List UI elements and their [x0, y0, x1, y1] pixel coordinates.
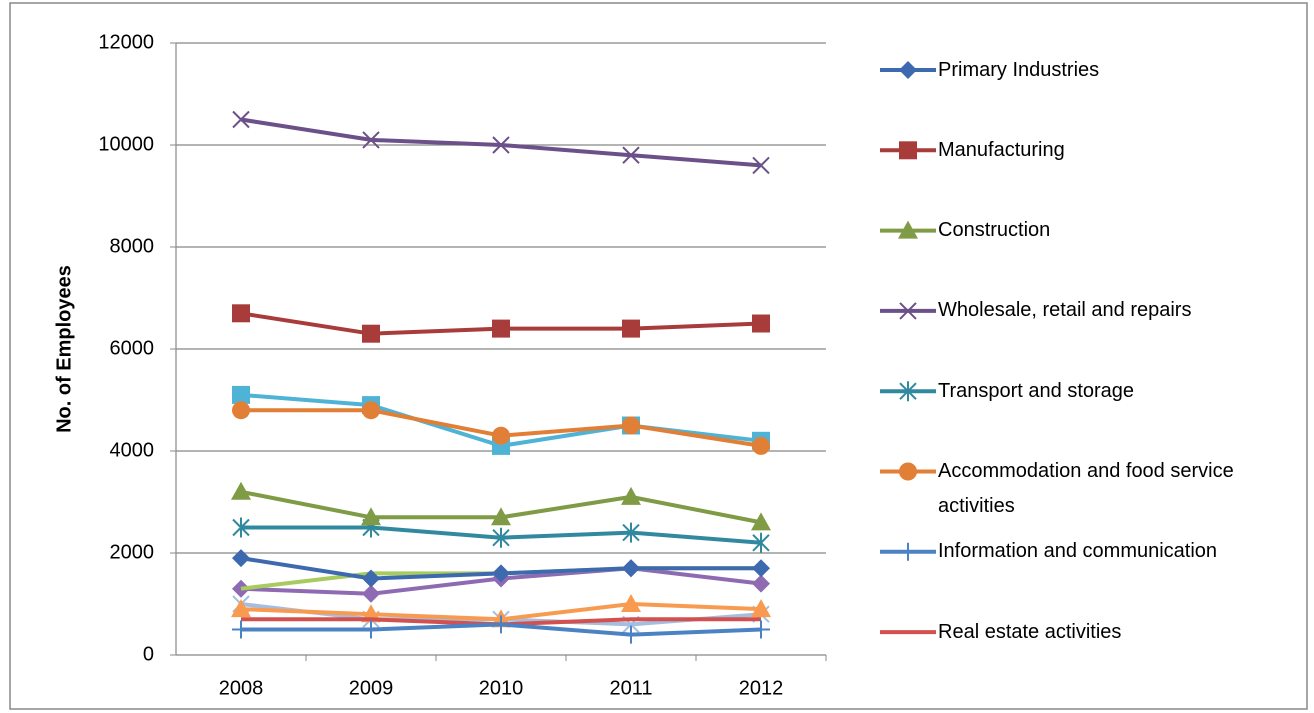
legend-marker — [899, 302, 917, 320]
marker — [362, 324, 380, 343]
marker — [492, 319, 510, 338]
marker — [362, 569, 380, 588]
marker — [232, 401, 250, 420]
y-tick-label: 8000 — [110, 235, 155, 257]
legend-label: Information and communication — [938, 540, 1218, 563]
x-tick-label: 2008 — [219, 677, 264, 699]
legend-marker — [899, 542, 917, 561]
x-tick-label: 2012 — [739, 677, 784, 699]
legend-label: Primary Industries — [938, 58, 1100, 81]
x-tick-label: 2009 — [349, 677, 394, 699]
marker — [752, 574, 770, 593]
marker — [622, 559, 640, 578]
marker — [622, 416, 640, 435]
marker — [232, 304, 250, 323]
y-tick-label: 2000 — [110, 541, 155, 563]
marker — [232, 517, 250, 538]
marker — [362, 131, 380, 149]
marker — [751, 599, 771, 618]
x-tick-label: 2011 — [609, 677, 652, 699]
marker — [362, 620, 380, 639]
marker — [621, 594, 641, 612]
marker — [622, 146, 640, 164]
marker — [752, 314, 770, 333]
marker — [362, 584, 380, 603]
legend-marker — [898, 220, 918, 239]
marker — [751, 512, 771, 531]
x-tick-label: 2010 — [479, 677, 524, 699]
marker — [752, 620, 770, 639]
marker — [232, 620, 250, 639]
chart-border — [9, 2, 1308, 710]
marker — [232, 385, 250, 404]
marker — [622, 319, 640, 338]
marker — [232, 549, 250, 568]
legend-label: Construction — [938, 219, 1051, 242]
y-tick-label: 12000 — [98, 31, 154, 53]
y-tick-label: 0 — [143, 643, 154, 665]
y-tick-label: 6000 — [110, 337, 155, 359]
marker — [622, 522, 640, 543]
legend-marker — [899, 61, 917, 79]
marker — [492, 564, 510, 583]
legend-label: Transport and storage — [938, 379, 1135, 402]
legend-label: Manufacturing — [938, 138, 1065, 161]
marker — [491, 507, 511, 526]
marker — [232, 110, 250, 129]
marker — [752, 436, 770, 455]
marker — [621, 486, 641, 505]
y-axis-label: No. of Employees — [53, 265, 75, 433]
marker — [752, 559, 770, 578]
legend-label: Accommodation and food service activitie… — [938, 460, 1234, 517]
legend-marker — [899, 141, 917, 160]
marker — [231, 481, 251, 500]
legend-label: Real estate activities — [938, 620, 1122, 643]
marker — [492, 527, 510, 548]
y-tick-label: 10000 — [98, 133, 154, 155]
y-tick-label: 4000 — [110, 439, 155, 461]
marker — [362, 401, 380, 420]
legend-marker — [899, 381, 917, 402]
marker — [752, 532, 770, 553]
marker — [622, 625, 640, 644]
marker — [492, 136, 510, 154]
marker — [752, 156, 770, 175]
marker — [361, 507, 381, 526]
legend-label: Wholesale, retail and repairs — [938, 299, 1192, 322]
marker — [231, 599, 251, 618]
marker — [492, 615, 510, 634]
legend-marker — [899, 462, 917, 481]
marker — [492, 426, 510, 445]
